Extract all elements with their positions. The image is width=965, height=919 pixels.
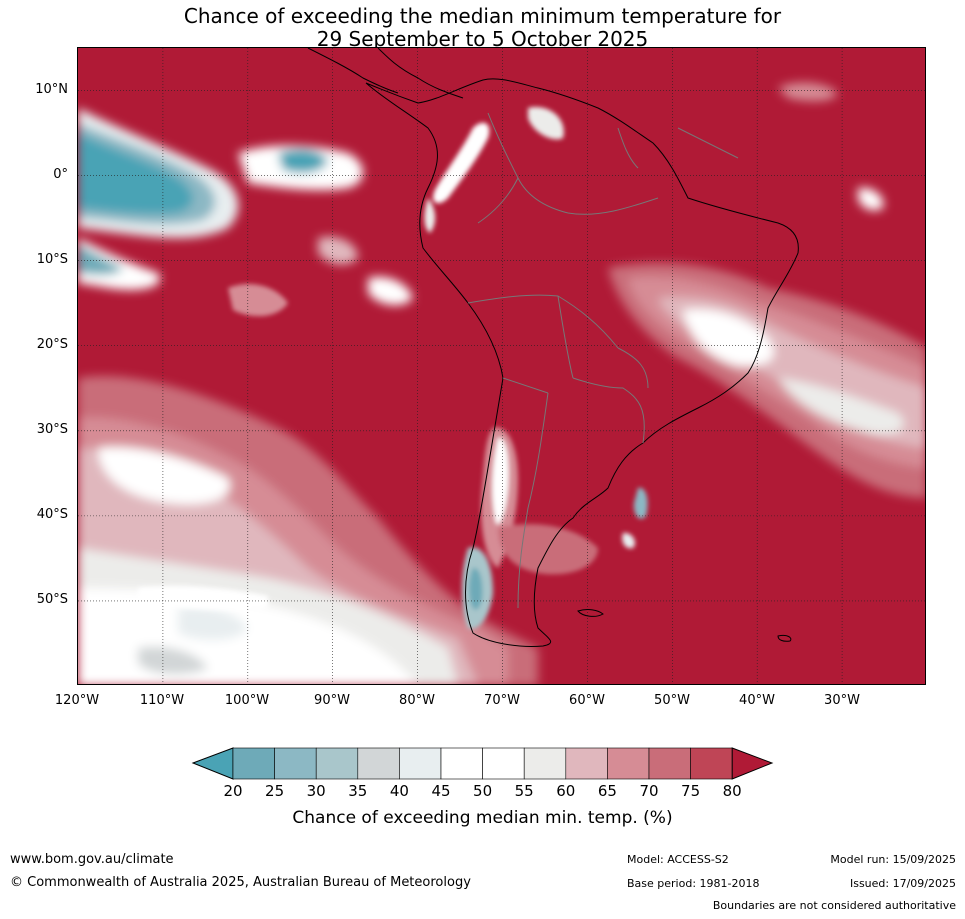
map-panel — [77, 47, 926, 685]
colorbar-swatch-1 — [232, 747, 275, 780]
map-title-line-1: Chance of exceeding the median minimum t… — [183, 4, 782, 28]
colorbar-swatch-8 — [523, 747, 567, 780]
footer-copyright: © Commonwealth of Australia 2025, Austra… — [10, 875, 471, 890]
colorbar-tick-25: 25 — [265, 782, 285, 800]
lat-label-0: 0° — [53, 167, 68, 182]
country-borders — [467, 112, 739, 609]
andes-patagonia-field — [138, 107, 648, 629]
colorbar-swatch-12 — [690, 747, 733, 780]
lat-label-10s: 10°S — [36, 252, 68, 267]
lon-label-120w: 120°W — [54, 693, 100, 708]
footer-model: Model: ACCESS-S2 — [627, 853, 729, 866]
colorbar-tick-55: 55 — [514, 782, 534, 800]
colorbar-label: Chance of exceeding median min. temp. (%… — [292, 808, 673, 828]
footer-issued: Issued: 17/09/2025 — [849, 877, 956, 890]
central-america-coastline — [307, 48, 464, 99]
lon-label-90w: 90°W — [314, 693, 350, 708]
colorbar-swatch-10 — [607, 747, 650, 780]
colorbar-tick-80: 80 — [722, 782, 742, 800]
colorbar-tick-35: 35 — [348, 782, 368, 800]
map-gridlines — [78, 48, 925, 684]
colorbar-tick-45: 45 — [431, 782, 451, 800]
colorbar-swatch-9 — [565, 747, 608, 780]
colorbar-tick-40: 40 — [389, 782, 409, 800]
lon-label-50w: 50°W — [654, 693, 690, 708]
colorbar-swatch-4 — [357, 747, 400, 780]
colorbar-swatch-6 — [440, 747, 483, 780]
lon-label-60w: 60°W — [569, 693, 605, 708]
colorbar-tick-30: 30 — [306, 782, 326, 800]
lon-label-40w: 40°W — [739, 693, 775, 708]
colorbar-extend-low — [191, 747, 234, 780]
colorbar — [191, 747, 774, 780]
colorbar-tick-20: 20 — [223, 782, 243, 800]
colorbar-swatch-2 — [274, 747, 317, 780]
footer-base-period: Base period: 1981-2018 — [627, 877, 760, 890]
lat-label-30s: 30°S — [36, 422, 68, 437]
footer-boundaries-note: Boundaries are not considered authoritat… — [712, 899, 956, 912]
colorbar-tick-65: 65 — [597, 782, 617, 800]
brazil-atlantic-field — [608, 82, 925, 498]
lon-label-30w: 30°W — [824, 693, 860, 708]
colorbar-tick-50: 50 — [473, 782, 493, 800]
lon-label-80w: 80°W — [399, 693, 435, 708]
colorbar-swatch-5 — [399, 747, 442, 780]
colorbar-swatch-11 — [648, 747, 691, 780]
lat-label-50s: 50°S — [36, 592, 68, 607]
footer-model-run: Model run: 15/09/2025 — [830, 853, 956, 866]
lat-label-40s: 40°S — [36, 507, 68, 522]
colorbar-tick-75: 75 — [681, 782, 701, 800]
lon-label-100w: 100°W — [224, 693, 270, 708]
lon-label-70w: 70°W — [484, 693, 520, 708]
southern-ocean-field — [78, 376, 538, 684]
map-canvas — [78, 48, 925, 684]
lat-label-10n: 10°N — [35, 82, 68, 97]
colorbar-swatch-3 — [315, 747, 359, 780]
lon-label-110w: 110°W — [139, 693, 185, 708]
lat-label-20s: 20°S — [36, 337, 68, 352]
south-america-coastline — [365, 78, 799, 647]
islands — [577, 609, 792, 642]
colorbar-tick-60: 60 — [556, 782, 576, 800]
tropical-pacific-field — [78, 108, 413, 306]
colorbar-swatch-7 — [482, 747, 525, 780]
colorbar-extend-high — [731, 747, 774, 780]
colorbar-tick-70: 70 — [639, 782, 659, 800]
footer-url: www.bom.gov.au/climate — [10, 852, 174, 867]
